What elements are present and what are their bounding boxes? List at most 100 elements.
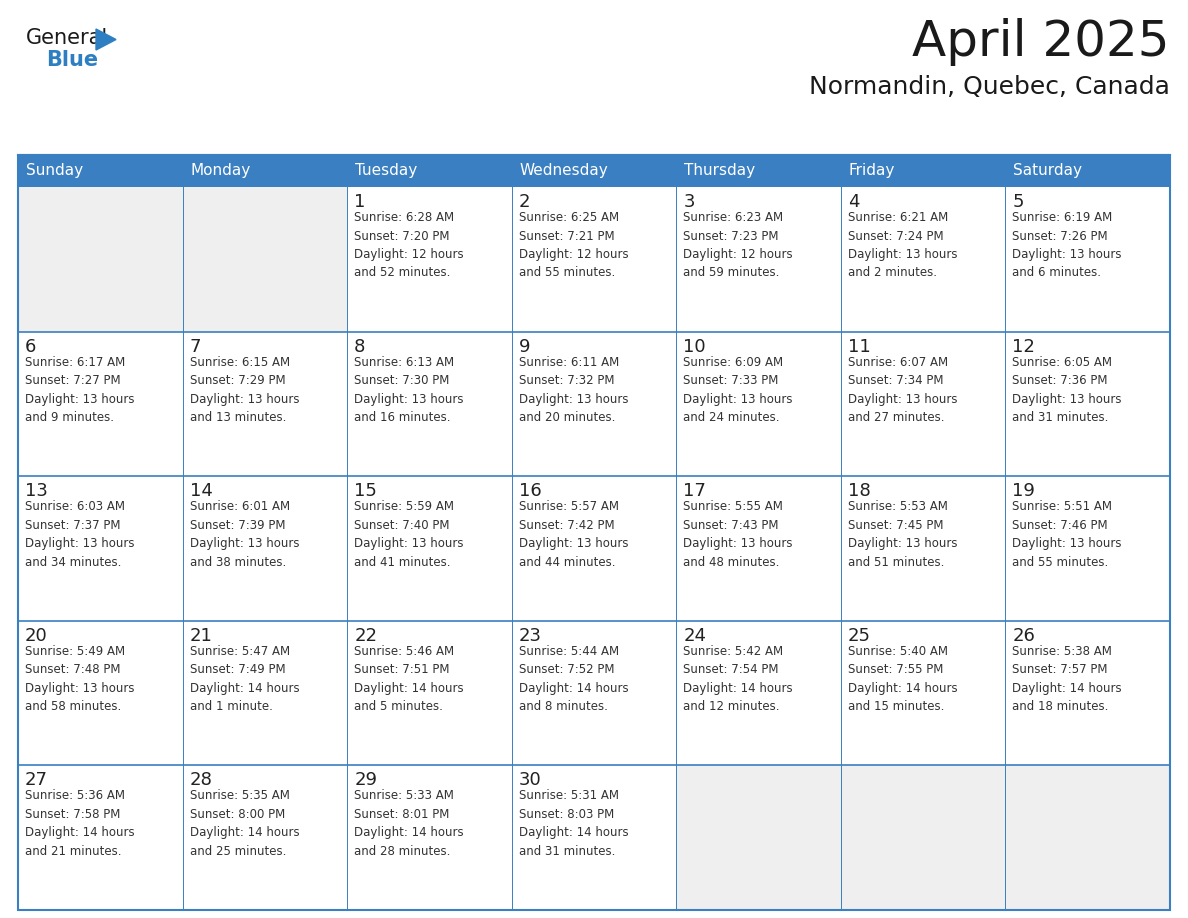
Text: Sunday: Sunday <box>26 163 83 178</box>
Bar <box>347 187 512 331</box>
Text: Sunrise: 5:47 AM
Sunset: 7:49 PM
Daylight: 14 hours
and 1 minute.: Sunrise: 5:47 AM Sunset: 7:49 PM Dayligh… <box>190 644 299 713</box>
Text: Sunrise: 5:35 AM
Sunset: 8:00 PM
Daylight: 14 hours
and 25 minutes.: Sunrise: 5:35 AM Sunset: 8:00 PM Dayligh… <box>190 789 299 858</box>
Text: Sunrise: 5:57 AM
Sunset: 7:42 PM
Daylight: 13 hours
and 44 minutes.: Sunrise: 5:57 AM Sunset: 7:42 PM Dayligh… <box>519 500 628 568</box>
Text: Sunrise: 5:44 AM
Sunset: 7:52 PM
Daylight: 14 hours
and 8 minutes.: Sunrise: 5:44 AM Sunset: 7:52 PM Dayligh… <box>519 644 628 713</box>
Text: Sunrise: 5:38 AM
Sunset: 7:57 PM
Daylight: 14 hours
and 18 minutes.: Sunrise: 5:38 AM Sunset: 7:57 PM Dayligh… <box>1012 644 1121 713</box>
Text: 19: 19 <box>1012 482 1035 500</box>
Bar <box>841 331 1005 476</box>
Text: 24: 24 <box>683 627 707 644</box>
Text: Sunrise: 5:42 AM
Sunset: 7:54 PM
Daylight: 14 hours
and 12 minutes.: Sunrise: 5:42 AM Sunset: 7:54 PM Dayligh… <box>683 644 792 713</box>
Text: Sunrise: 5:51 AM
Sunset: 7:46 PM
Daylight: 13 hours
and 55 minutes.: Sunrise: 5:51 AM Sunset: 7:46 PM Dayligh… <box>1012 500 1121 568</box>
Bar <box>1005 766 1170 910</box>
Text: Saturday: Saturday <box>1013 163 1082 178</box>
Text: Sunrise: 6:21 AM
Sunset: 7:24 PM
Daylight: 13 hours
and 2 minutes.: Sunrise: 6:21 AM Sunset: 7:24 PM Dayligh… <box>848 211 958 279</box>
Text: Sunrise: 5:33 AM
Sunset: 8:01 PM
Daylight: 14 hours
and 28 minutes.: Sunrise: 5:33 AM Sunset: 8:01 PM Dayligh… <box>354 789 463 858</box>
Text: Sunrise: 5:59 AM
Sunset: 7:40 PM
Daylight: 13 hours
and 41 minutes.: Sunrise: 5:59 AM Sunset: 7:40 PM Dayligh… <box>354 500 463 568</box>
Bar <box>841 187 1005 331</box>
Text: Sunrise: 6:28 AM
Sunset: 7:20 PM
Daylight: 12 hours
and 52 minutes.: Sunrise: 6:28 AM Sunset: 7:20 PM Dayligh… <box>354 211 463 279</box>
Text: 9: 9 <box>519 338 530 355</box>
Bar <box>18 155 1170 187</box>
Text: Sunrise: 6:25 AM
Sunset: 7:21 PM
Daylight: 12 hours
and 55 minutes.: Sunrise: 6:25 AM Sunset: 7:21 PM Dayligh… <box>519 211 628 279</box>
Text: Sunrise: 6:19 AM
Sunset: 7:26 PM
Daylight: 13 hours
and 6 minutes.: Sunrise: 6:19 AM Sunset: 7:26 PM Dayligh… <box>1012 211 1121 279</box>
Text: 1: 1 <box>354 193 366 211</box>
Text: Sunrise: 5:36 AM
Sunset: 7:58 PM
Daylight: 14 hours
and 21 minutes.: Sunrise: 5:36 AM Sunset: 7:58 PM Dayligh… <box>25 789 134 858</box>
Text: Sunrise: 6:01 AM
Sunset: 7:39 PM
Daylight: 13 hours
and 38 minutes.: Sunrise: 6:01 AM Sunset: 7:39 PM Dayligh… <box>190 500 299 568</box>
Text: 21: 21 <box>190 627 213 644</box>
Text: 12: 12 <box>1012 338 1035 355</box>
Text: 26: 26 <box>1012 627 1035 644</box>
Bar <box>512 476 676 621</box>
Text: April 2025: April 2025 <box>912 18 1170 66</box>
Bar <box>18 331 183 476</box>
Bar <box>676 766 841 910</box>
Text: 5: 5 <box>1012 193 1024 211</box>
Bar <box>183 331 347 476</box>
Text: Sunrise: 6:15 AM
Sunset: 7:29 PM
Daylight: 13 hours
and 13 minutes.: Sunrise: 6:15 AM Sunset: 7:29 PM Dayligh… <box>190 355 299 424</box>
Text: Sunrise: 5:46 AM
Sunset: 7:51 PM
Daylight: 14 hours
and 5 minutes.: Sunrise: 5:46 AM Sunset: 7:51 PM Dayligh… <box>354 644 463 713</box>
Bar <box>1005 331 1170 476</box>
Bar <box>841 621 1005 766</box>
Text: Sunrise: 6:07 AM
Sunset: 7:34 PM
Daylight: 13 hours
and 27 minutes.: Sunrise: 6:07 AM Sunset: 7:34 PM Dayligh… <box>848 355 958 424</box>
Text: 28: 28 <box>190 771 213 789</box>
Text: 20: 20 <box>25 627 48 644</box>
Text: 17: 17 <box>683 482 706 500</box>
Bar <box>347 766 512 910</box>
Bar <box>676 621 841 766</box>
Text: 14: 14 <box>190 482 213 500</box>
Bar <box>512 331 676 476</box>
Text: 30: 30 <box>519 771 542 789</box>
Text: 25: 25 <box>848 627 871 644</box>
Text: 29: 29 <box>354 771 377 789</box>
Text: Sunrise: 5:49 AM
Sunset: 7:48 PM
Daylight: 13 hours
and 58 minutes.: Sunrise: 5:49 AM Sunset: 7:48 PM Dayligh… <box>25 644 134 713</box>
Text: Sunrise: 6:09 AM
Sunset: 7:33 PM
Daylight: 13 hours
and 24 minutes.: Sunrise: 6:09 AM Sunset: 7:33 PM Dayligh… <box>683 355 792 424</box>
Text: 23: 23 <box>519 627 542 644</box>
Text: Wednesday: Wednesday <box>519 163 608 178</box>
Bar <box>18 766 183 910</box>
Text: Sunrise: 5:31 AM
Sunset: 8:03 PM
Daylight: 14 hours
and 31 minutes.: Sunrise: 5:31 AM Sunset: 8:03 PM Dayligh… <box>519 789 628 858</box>
Text: 13: 13 <box>25 482 48 500</box>
Text: 22: 22 <box>354 627 377 644</box>
Bar <box>18 476 183 621</box>
Text: Sunrise: 6:23 AM
Sunset: 7:23 PM
Daylight: 12 hours
and 59 minutes.: Sunrise: 6:23 AM Sunset: 7:23 PM Dayligh… <box>683 211 792 279</box>
Polygon shape <box>96 29 116 50</box>
Bar <box>18 155 1170 910</box>
Text: 4: 4 <box>848 193 859 211</box>
Text: Sunrise: 6:05 AM
Sunset: 7:36 PM
Daylight: 13 hours
and 31 minutes.: Sunrise: 6:05 AM Sunset: 7:36 PM Dayligh… <box>1012 355 1121 424</box>
Text: Tuesday: Tuesday <box>355 163 417 178</box>
Bar <box>512 187 676 331</box>
Bar <box>18 621 183 766</box>
Text: Friday: Friday <box>849 163 896 178</box>
Bar <box>676 187 841 331</box>
Bar <box>183 766 347 910</box>
Text: Monday: Monday <box>190 163 251 178</box>
Text: 27: 27 <box>25 771 48 789</box>
Bar <box>512 621 676 766</box>
Bar <box>841 476 1005 621</box>
Text: 6: 6 <box>25 338 37 355</box>
Text: 18: 18 <box>848 482 871 500</box>
Text: Sunrise: 5:55 AM
Sunset: 7:43 PM
Daylight: 13 hours
and 48 minutes.: Sunrise: 5:55 AM Sunset: 7:43 PM Dayligh… <box>683 500 792 568</box>
Bar <box>1005 621 1170 766</box>
Text: 15: 15 <box>354 482 377 500</box>
Text: Thursday: Thursday <box>684 163 756 178</box>
Text: Sunrise: 6:03 AM
Sunset: 7:37 PM
Daylight: 13 hours
and 34 minutes.: Sunrise: 6:03 AM Sunset: 7:37 PM Dayligh… <box>25 500 134 568</box>
Bar <box>676 476 841 621</box>
Bar <box>512 766 676 910</box>
Text: 7: 7 <box>190 338 201 355</box>
Text: Sunrise: 6:17 AM
Sunset: 7:27 PM
Daylight: 13 hours
and 9 minutes.: Sunrise: 6:17 AM Sunset: 7:27 PM Dayligh… <box>25 355 134 424</box>
Text: 16: 16 <box>519 482 542 500</box>
Text: Sunrise: 6:13 AM
Sunset: 7:30 PM
Daylight: 13 hours
and 16 minutes.: Sunrise: 6:13 AM Sunset: 7:30 PM Dayligh… <box>354 355 463 424</box>
Text: General: General <box>26 28 108 48</box>
Bar <box>183 187 347 331</box>
Text: Normandin, Quebec, Canada: Normandin, Quebec, Canada <box>809 75 1170 99</box>
Bar <box>1005 476 1170 621</box>
Bar <box>841 766 1005 910</box>
Text: 2: 2 <box>519 193 530 211</box>
Text: 3: 3 <box>683 193 695 211</box>
Bar <box>347 621 512 766</box>
Text: Blue: Blue <box>46 50 99 70</box>
Bar <box>183 621 347 766</box>
Bar <box>347 331 512 476</box>
Bar <box>676 331 841 476</box>
Bar <box>183 476 347 621</box>
